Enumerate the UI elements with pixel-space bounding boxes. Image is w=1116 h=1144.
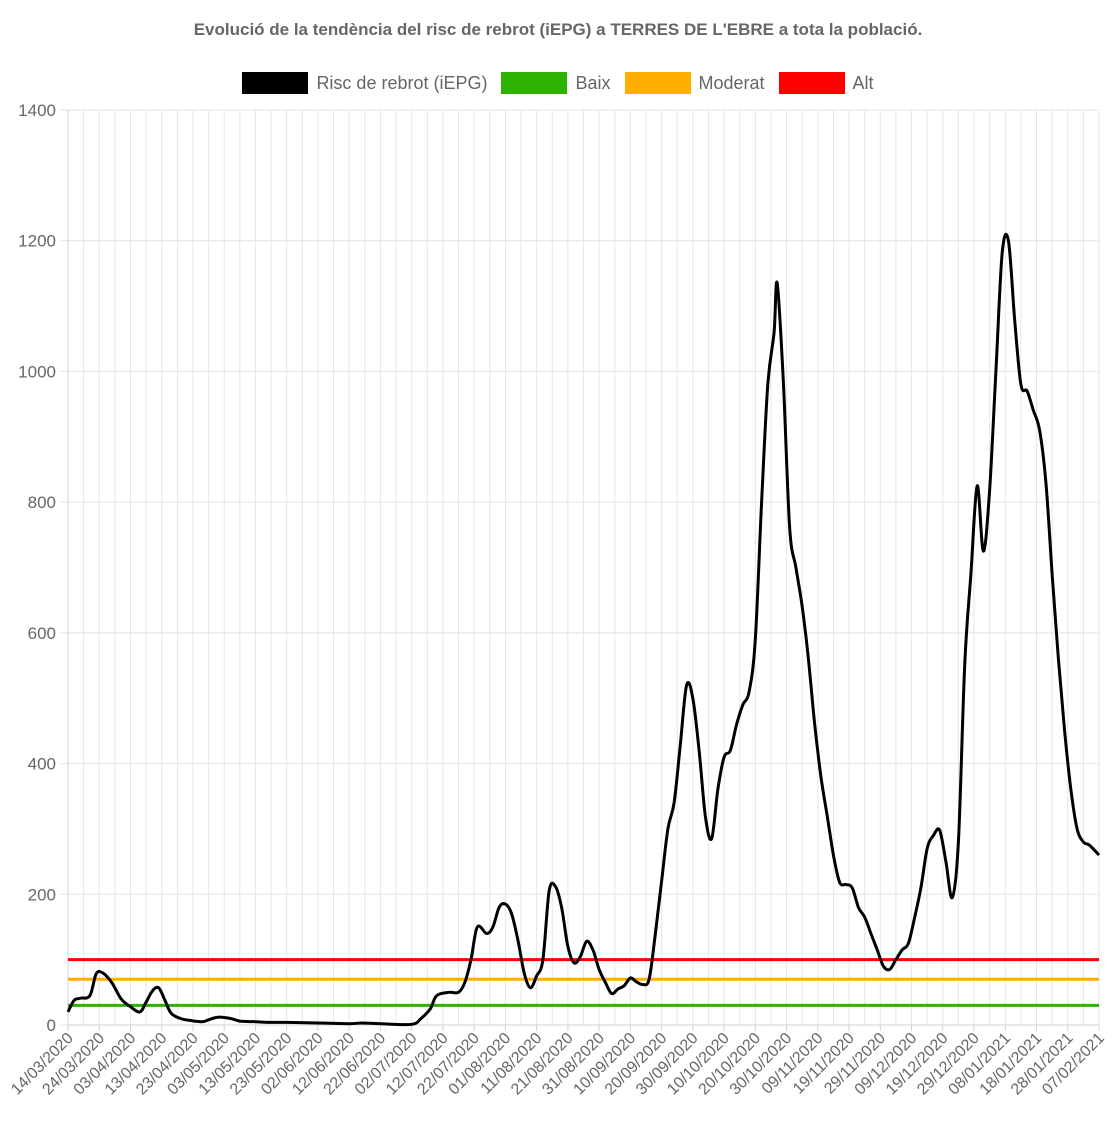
- legend-swatch: [778, 72, 845, 94]
- y-tick-label: 600: [28, 624, 56, 643]
- legend-label: Alt: [852, 72, 874, 93]
- y-tick-label: 800: [28, 493, 56, 512]
- legend-swatch: [242, 72, 309, 94]
- legend: Risc de rebrot (iEPG) Baix Moderat Alt: [0, 72, 1116, 94]
- y-tick-label: 0: [47, 1016, 56, 1035]
- y-tick-label: 200: [28, 885, 56, 904]
- legend-item[interactable]: Risc de rebrot (iEPG): [242, 72, 487, 94]
- legend-label: Moderat: [698, 72, 765, 93]
- y-tick-label: 1200: [18, 232, 56, 251]
- legend-item[interactable]: Alt: [778, 72, 874, 94]
- legend-label: Risc de rebrot (iEPG): [316, 72, 488, 93]
- legend-item[interactable]: Moderat: [624, 72, 765, 94]
- legend-label: Baix: [575, 72, 611, 93]
- y-tick-label: 1400: [18, 101, 56, 120]
- y-tick-label: 400: [28, 755, 56, 774]
- legend-swatch: [624, 72, 691, 94]
- legend-swatch: [501, 72, 568, 94]
- chart-title: Evolució de la tendència del risc de reb…: [193, 20, 923, 39]
- series-line-iepg: [66, 232, 1101, 1027]
- legend-item[interactable]: Baix: [501, 72, 611, 94]
- y-tick-label: 1000: [18, 362, 56, 381]
